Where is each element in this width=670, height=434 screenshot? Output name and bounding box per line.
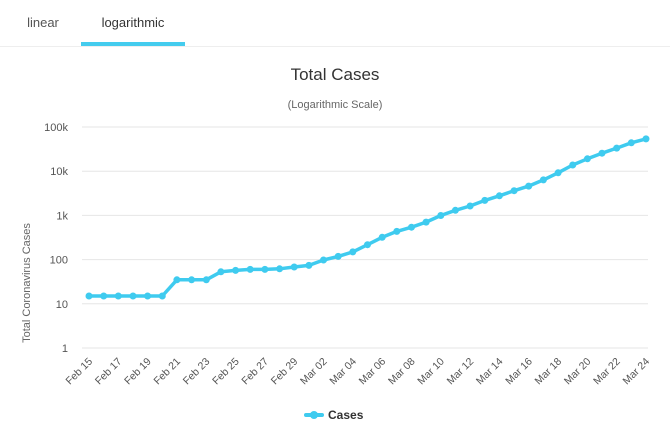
data-point[interactable] xyxy=(246,265,254,273)
data-point[interactable] xyxy=(100,292,108,300)
data-point[interactable] xyxy=(642,135,650,143)
data-point[interactable] xyxy=(525,182,533,190)
x-tick-label: Feb 27 xyxy=(239,356,271,388)
x-tick-label: Mar 08 xyxy=(386,356,418,388)
x-tick-label: Mar 06 xyxy=(357,356,389,388)
x-tick-label: Feb 25 xyxy=(210,356,242,388)
x-tick-label: Mar 16 xyxy=(503,356,535,388)
data-point[interactable] xyxy=(598,149,606,157)
y-axis-label: Total Coronavirus Cases xyxy=(21,223,33,343)
data-point[interactable] xyxy=(437,212,445,219)
active-tab-indicator xyxy=(81,42,185,46)
data-point[interactable] xyxy=(114,292,122,300)
x-tick-label: Mar 04 xyxy=(327,356,359,388)
x-tick-label: Mar 02 xyxy=(298,356,330,388)
legend[interactable]: Cases xyxy=(304,408,364,422)
grid-lines xyxy=(82,126,648,349)
data-point[interactable] xyxy=(554,169,562,177)
data-point[interactable] xyxy=(320,256,327,264)
data-point[interactable] xyxy=(451,206,459,214)
data-point[interactable] xyxy=(583,155,591,163)
x-tick-label: Feb 15 xyxy=(64,356,96,388)
tab-linear[interactable]: linear xyxy=(27,15,59,30)
tab-logarithmic[interactable]: logarithmic xyxy=(101,15,165,30)
data-point[interactable] xyxy=(481,196,489,204)
x-tick-label: Feb 29 xyxy=(269,356,301,388)
series-line-cases xyxy=(87,137,648,298)
data-point[interactable] xyxy=(173,276,181,284)
chart-title: Total Cases xyxy=(291,65,380,84)
x-tick-label: Feb 21 xyxy=(151,356,183,388)
data-point[interactable] xyxy=(364,241,371,249)
y-tick-label: 1 xyxy=(62,343,68,355)
data-point[interactable] xyxy=(466,202,474,210)
data-point[interactable] xyxy=(393,227,401,235)
data-point[interactable] xyxy=(408,223,415,231)
x-tick-label: Mar 14 xyxy=(474,356,506,388)
legend-label-cases: Cases xyxy=(328,408,364,422)
data-point[interactable] xyxy=(539,176,547,184)
y-tick-label: 10k xyxy=(50,166,68,178)
y-tick-label: 10 xyxy=(56,299,68,311)
data-point[interactable] xyxy=(510,187,518,195)
data-point[interactable] xyxy=(188,276,196,284)
x-tick-label: Mar 24 xyxy=(621,356,653,388)
data-point[interactable] xyxy=(569,161,577,169)
data-point[interactable] xyxy=(232,266,240,274)
data-point[interactable] xyxy=(276,265,284,273)
y-tick-label: 1k xyxy=(56,210,68,222)
x-tick-label: Feb 17 xyxy=(93,356,125,388)
data-point[interactable] xyxy=(349,248,357,256)
x-tick-label: Mar 22 xyxy=(591,356,623,388)
scale-tabs: linear logarithmic xyxy=(0,0,670,47)
y-axis-ticks: 1 10 100 1k 10k 100k xyxy=(44,122,68,355)
chart-subtitle: (Logarithmic Scale) xyxy=(288,99,383,111)
data-point[interactable] xyxy=(495,192,503,200)
x-tick-label: Feb 19 xyxy=(122,356,154,388)
x-tick-label: Feb 23 xyxy=(181,356,213,388)
x-tick-label: Mar 12 xyxy=(445,356,477,388)
data-point[interactable] xyxy=(627,139,635,147)
data-point[interactable] xyxy=(144,292,152,300)
data-point[interactable] xyxy=(129,292,137,300)
data-point[interactable] xyxy=(158,292,166,300)
data-point[interactable] xyxy=(290,263,298,271)
data-point[interactable] xyxy=(305,261,313,269)
data-point[interactable] xyxy=(202,276,210,284)
series-cases xyxy=(85,135,650,300)
y-tick-label: 100k xyxy=(44,122,68,134)
data-point[interactable] xyxy=(85,292,93,300)
data-point[interactable] xyxy=(334,252,342,260)
legend-marker-symbol xyxy=(310,411,318,419)
x-tick-label: Mar 18 xyxy=(533,356,565,388)
data-point[interactable] xyxy=(378,233,386,241)
data-point[interactable] xyxy=(261,265,269,273)
total-cases-chart: Total Cases (Logarithmic Scale) Total Co… xyxy=(21,65,653,422)
y-tick-label: 100 xyxy=(50,255,68,267)
data-point[interactable] xyxy=(613,144,621,152)
data-point[interactable] xyxy=(422,218,430,226)
x-tick-label: Mar 10 xyxy=(415,356,447,388)
data-point[interactable] xyxy=(217,268,225,276)
x-tick-label: Mar 20 xyxy=(562,356,594,388)
